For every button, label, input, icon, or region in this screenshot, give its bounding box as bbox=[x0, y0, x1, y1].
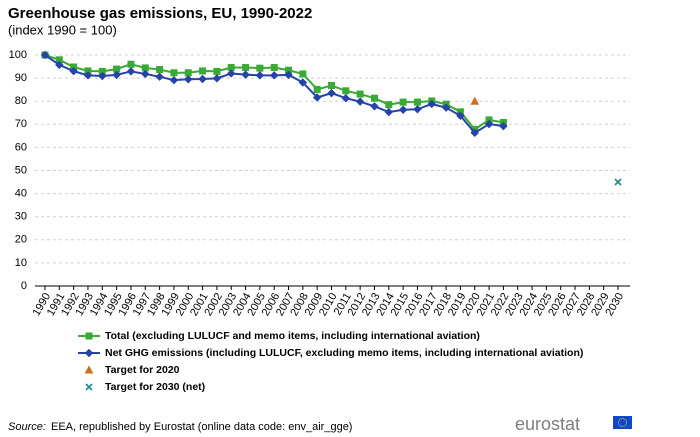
y-tick-label: 0 bbox=[21, 280, 27, 292]
marker bbox=[413, 98, 421, 106]
marker bbox=[112, 70, 121, 80]
y-tick-label: 90 bbox=[15, 72, 27, 84]
marker bbox=[385, 101, 393, 109]
legend-item: Total (excluding LULUCF and memo items, … bbox=[78, 330, 480, 342]
marker bbox=[69, 66, 78, 76]
eu-flag bbox=[613, 416, 632, 429]
legend-marker bbox=[84, 365, 94, 374]
marker bbox=[55, 60, 64, 70]
marker bbox=[256, 64, 264, 72]
marker bbox=[242, 63, 250, 71]
marker bbox=[313, 85, 321, 93]
source-label: Source: bbox=[8, 421, 46, 433]
marker bbox=[384, 107, 394, 117]
legend-label: Target for 2030 (net) bbox=[105, 381, 205, 393]
marker bbox=[413, 105, 422, 114]
marker bbox=[499, 121, 508, 131]
marker bbox=[241, 70, 250, 79]
logo-text: eurostat bbox=[515, 414, 580, 434]
legend-marker bbox=[84, 348, 94, 358]
legend-marker bbox=[85, 332, 93, 340]
marker bbox=[127, 60, 135, 68]
marker bbox=[441, 103, 451, 112]
y-tick-label: 60 bbox=[15, 141, 27, 153]
marker bbox=[212, 74, 222, 83]
marker bbox=[270, 63, 278, 71]
marker bbox=[269, 71, 279, 80]
y-tick-label: 70 bbox=[15, 118, 27, 130]
marker bbox=[126, 67, 136, 76]
y-tick-label: 50 bbox=[15, 164, 27, 176]
marker bbox=[298, 78, 308, 87]
marker bbox=[370, 94, 378, 102]
marker bbox=[156, 66, 164, 74]
marker bbox=[356, 90, 364, 98]
marker bbox=[470, 96, 480, 105]
y-tick-label: 20 bbox=[15, 234, 27, 246]
legend-item: Target for 2020 bbox=[84, 364, 180, 376]
legend-item: Target for 2030 (net) bbox=[85, 381, 205, 393]
marker bbox=[83, 71, 93, 80]
marker bbox=[227, 69, 236, 78]
marker bbox=[155, 72, 164, 81]
legend-label: Target for 2020 bbox=[105, 364, 180, 376]
y-tick-label: 80 bbox=[15, 95, 27, 107]
marker bbox=[470, 128, 479, 138]
marker bbox=[213, 67, 221, 75]
marker bbox=[456, 111, 465, 120]
marker bbox=[199, 67, 207, 75]
y-tick-label: 100 bbox=[9, 49, 27, 61]
marker bbox=[614, 178, 622, 186]
chart-subtitle: (index 1990 = 100) bbox=[8, 22, 117, 37]
marker bbox=[427, 99, 436, 109]
marker bbox=[170, 69, 178, 77]
legend-item: Net GHG emissions (including LULUCF, exc… bbox=[78, 347, 583, 359]
marker bbox=[327, 88, 336, 98]
marker bbox=[184, 69, 192, 77]
marker bbox=[398, 105, 408, 114]
marker bbox=[198, 74, 207, 84]
legend-label: Total (excluding LULUCF and memo items, … bbox=[105, 330, 480, 342]
chart-title: Greenhouse gas emissions, EU, 1990-2022 bbox=[8, 5, 312, 22]
y-tick-label: 40 bbox=[15, 188, 27, 200]
marker bbox=[355, 97, 365, 106]
marker bbox=[184, 75, 193, 84]
marker bbox=[98, 71, 107, 81]
marker bbox=[370, 102, 379, 111]
marker bbox=[141, 69, 150, 79]
marker bbox=[40, 50, 50, 60]
marker bbox=[299, 70, 307, 78]
marker bbox=[342, 87, 350, 95]
marker bbox=[169, 75, 179, 85]
marker bbox=[399, 98, 407, 106]
marker bbox=[328, 81, 335, 89]
y-tick-label: 30 bbox=[15, 211, 27, 223]
marker bbox=[312, 93, 322, 102]
marker bbox=[255, 71, 265, 80]
marker bbox=[341, 93, 351, 103]
legend-marker bbox=[85, 383, 93, 391]
legend-label: Net GHG emissions (including LULUCF, exc… bbox=[105, 347, 583, 359]
source: EEA, republished by Eurostat (online dat… bbox=[51, 421, 352, 433]
marker bbox=[484, 119, 494, 129]
y-tick-label: 10 bbox=[15, 257, 27, 269]
marker bbox=[284, 70, 293, 80]
